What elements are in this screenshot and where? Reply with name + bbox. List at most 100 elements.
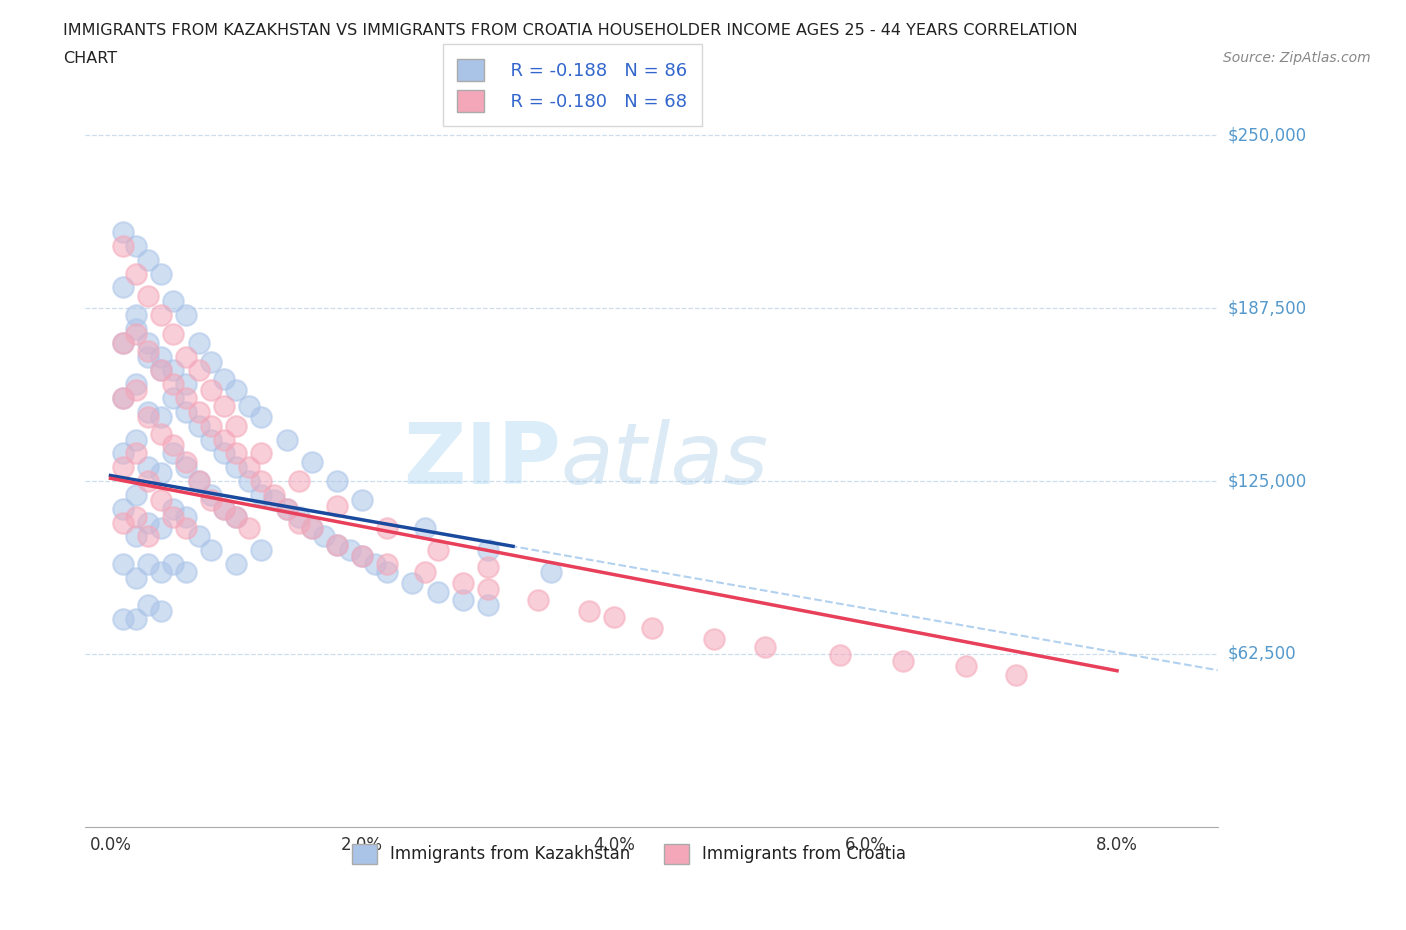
Point xyxy=(174,377,197,392)
Point xyxy=(136,252,159,267)
Point xyxy=(527,592,550,607)
Point xyxy=(250,473,273,488)
Point xyxy=(375,556,398,571)
Point xyxy=(301,521,323,536)
Point xyxy=(112,446,135,461)
Point xyxy=(149,604,172,618)
Point xyxy=(212,371,235,386)
Point xyxy=(136,349,159,364)
Point xyxy=(124,327,146,342)
Point xyxy=(212,501,235,516)
Point xyxy=(124,529,146,544)
Point xyxy=(200,432,222,447)
Point xyxy=(187,473,209,488)
Point xyxy=(149,410,172,425)
Point xyxy=(136,459,159,474)
Point xyxy=(477,598,499,613)
Point xyxy=(162,556,184,571)
Point xyxy=(301,521,323,536)
Point xyxy=(238,521,260,536)
Point xyxy=(162,377,184,392)
Point xyxy=(187,529,209,544)
Point xyxy=(225,510,247,525)
Point xyxy=(136,515,159,530)
Point xyxy=(225,459,247,474)
Point xyxy=(212,501,235,516)
Point xyxy=(149,493,172,508)
Point xyxy=(451,592,474,607)
Point xyxy=(136,556,159,571)
Point xyxy=(149,427,172,442)
Point xyxy=(212,432,235,447)
Text: IMMIGRANTS FROM KAZAKHSTAN VS IMMIGRANTS FROM CROATIA HOUSEHOLDER INCOME AGES 25: IMMIGRANTS FROM KAZAKHSTAN VS IMMIGRANTS… xyxy=(63,23,1078,38)
Point xyxy=(263,493,285,508)
Point xyxy=(326,498,349,513)
Point xyxy=(174,565,197,579)
Point xyxy=(375,521,398,536)
Point xyxy=(112,239,135,254)
Point xyxy=(174,521,197,536)
Point xyxy=(301,454,323,469)
Point xyxy=(162,501,184,516)
Point xyxy=(124,487,146,502)
Point xyxy=(451,576,474,591)
Point xyxy=(112,225,135,240)
Point xyxy=(212,399,235,414)
Point xyxy=(187,418,209,433)
Point xyxy=(703,631,725,646)
Point xyxy=(174,349,197,364)
Point xyxy=(288,510,311,525)
Text: Source: ZipAtlas.com: Source: ZipAtlas.com xyxy=(1223,51,1371,65)
Point xyxy=(136,344,159,359)
Point xyxy=(136,529,159,544)
Point xyxy=(326,473,349,488)
Point xyxy=(174,308,197,323)
Point xyxy=(326,538,349,552)
Point xyxy=(200,354,222,369)
Point xyxy=(112,280,135,295)
Point xyxy=(955,658,977,673)
Point xyxy=(1005,667,1028,682)
Point xyxy=(136,336,159,351)
Point xyxy=(124,446,146,461)
Point xyxy=(124,239,146,254)
Point xyxy=(162,438,184,453)
Text: $250,000: $250,000 xyxy=(1227,126,1308,144)
Point xyxy=(250,487,273,502)
Point xyxy=(250,543,273,558)
Point xyxy=(250,446,273,461)
Point xyxy=(149,308,172,323)
Point xyxy=(112,612,135,627)
Point xyxy=(238,399,260,414)
Point xyxy=(352,549,374,564)
Point xyxy=(112,336,135,351)
Point xyxy=(578,604,600,618)
Point xyxy=(162,391,184,405)
Point xyxy=(225,510,247,525)
Point xyxy=(149,363,172,378)
Point xyxy=(124,266,146,281)
Point xyxy=(136,288,159,303)
Point xyxy=(288,473,311,488)
Point xyxy=(426,543,449,558)
Point xyxy=(363,556,385,571)
Point xyxy=(124,377,146,392)
Point xyxy=(124,322,146,337)
Point xyxy=(891,654,914,669)
Point xyxy=(477,543,499,558)
Point xyxy=(200,543,222,558)
Point xyxy=(174,510,197,525)
Point xyxy=(477,559,499,574)
Point xyxy=(200,493,222,508)
Point xyxy=(124,510,146,525)
Point xyxy=(603,609,626,624)
Point xyxy=(124,308,146,323)
Point xyxy=(162,363,184,378)
Point xyxy=(112,515,135,530)
Point xyxy=(288,515,311,530)
Point xyxy=(352,493,374,508)
Point xyxy=(136,405,159,419)
Point xyxy=(174,391,197,405)
Legend: Immigrants from Kazakhstan, Immigrants from Croatia: Immigrants from Kazakhstan, Immigrants f… xyxy=(344,837,912,870)
Point xyxy=(200,418,222,433)
